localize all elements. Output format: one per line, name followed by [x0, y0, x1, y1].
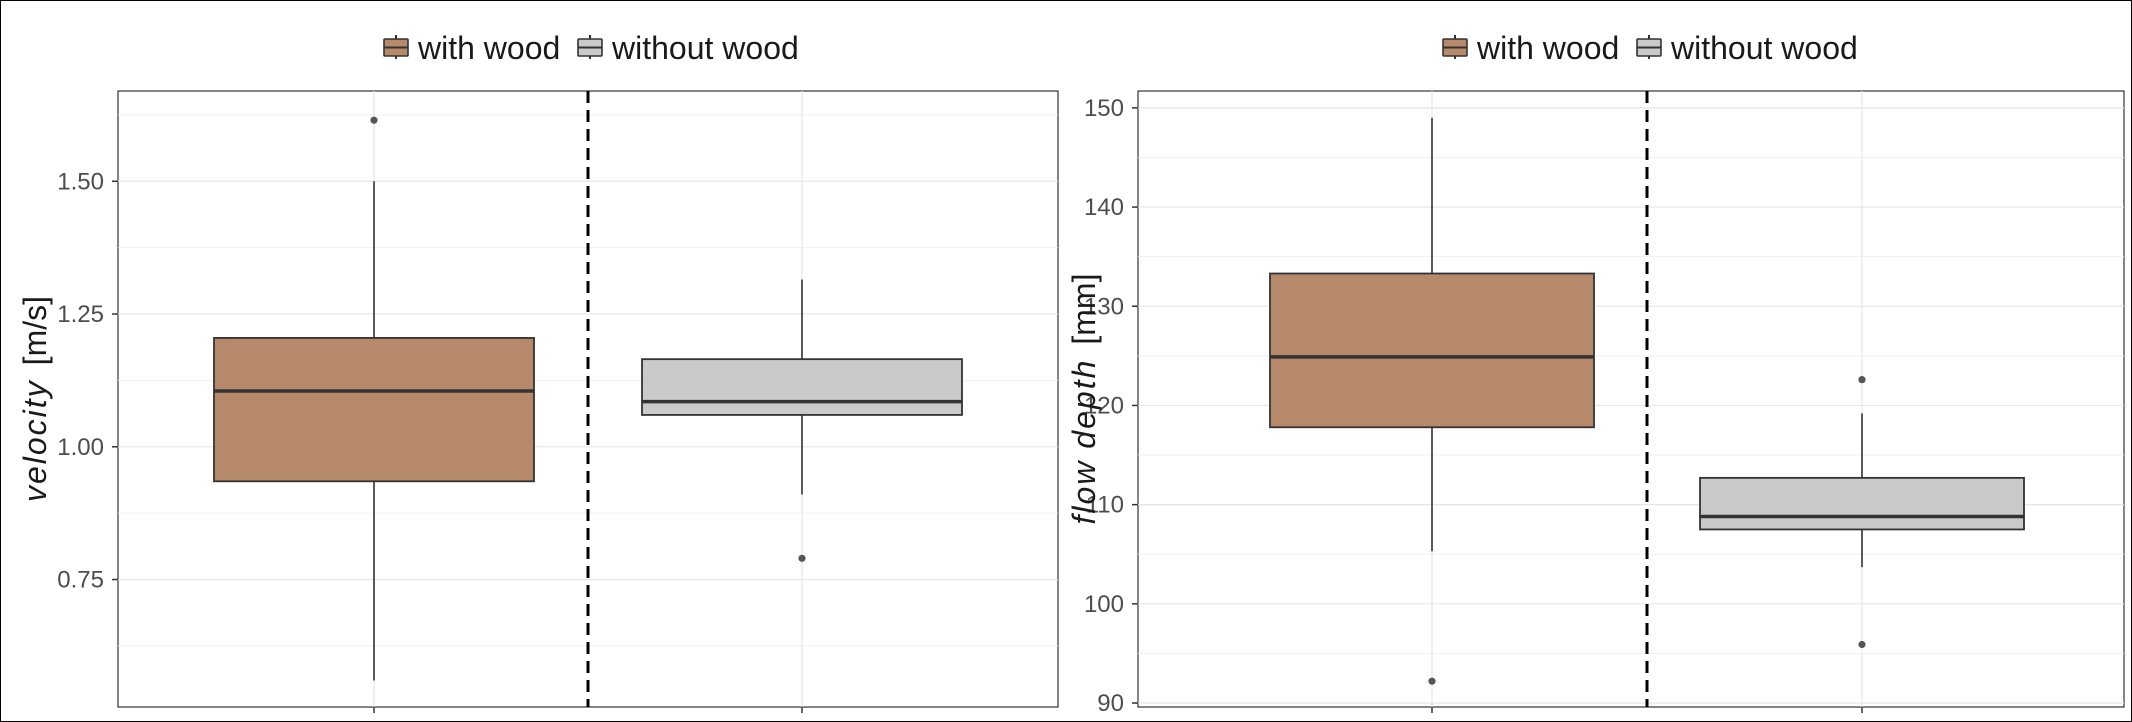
y-tick-label: 110: [1086, 492, 1124, 519]
flow-depth-panel: 90 100 110 120 130 140 150 flow depth [mm]: [1066, 90, 2125, 717]
y-axis-label-quantity: velocity: [17, 379, 53, 502]
legend-right: with wood without wood: [1442, 30, 1858, 66]
y-tick-label: 90: [1097, 690, 1124, 717]
y-tick-label: 130: [1084, 293, 1124, 320]
y-axis-label: flow depth [mm]: [1066, 274, 1102, 525]
outlier-point: [1858, 376, 1866, 384]
y-tick-label: 140: [1084, 194, 1124, 221]
legend-label-with-wood: with wood: [1476, 30, 1619, 66]
y-tick-label: 120: [1084, 392, 1124, 419]
x-axis-ticks: [1431, 707, 1863, 713]
y-tick-label: 150: [1084, 95, 1124, 122]
velocity-panel: 0.75 1.00 1.25 1.50 velocity [m/s]: [17, 90, 1059, 713]
y-axis-ticks: 90 100 110 120 130 140 150: [1084, 95, 1138, 717]
y-tick-label: 1.00: [57, 434, 104, 461]
y-axis-label: velocity [m/s]: [17, 296, 53, 502]
outlier-point: [798, 554, 806, 562]
box-iqr: [1699, 476, 2025, 531]
legend-label-with-wood: with wood: [417, 30, 560, 66]
y-tick-label: 1.25: [57, 301, 104, 328]
y-tick-label: 1.50: [57, 168, 104, 195]
box-with-wood: [213, 116, 535, 681]
legend-label-without-wood: without wood: [1670, 30, 1858, 66]
x-axis-ticks: [373, 707, 803, 713]
grid: [1138, 91, 2124, 707]
box-with-wood: [1269, 117, 1595, 685]
outlier-point: [370, 116, 378, 124]
y-tick-label: 100: [1084, 591, 1124, 618]
legend-key-without-wood: [577, 35, 603, 59]
y-axis-label-quantity: flow depth: [1066, 359, 1102, 525]
legend-key-with-wood: [1442, 35, 1468, 59]
boxes: [213, 116, 963, 681]
legend-label-without-wood: without wood: [611, 30, 799, 66]
y-axis-label-unit: [mm]: [1066, 274, 1102, 345]
boxes: [1269, 117, 2025, 685]
legend-key-with-wood: [383, 35, 409, 59]
y-axis-ticks: 0.75 1.00 1.25 1.50: [57, 168, 118, 594]
y-axis-label-unit: [m/s]: [17, 296, 53, 365]
legend-left: with wood without wood: [383, 30, 799, 66]
outlier-point: [1858, 640, 1866, 649]
box-iqr: [641, 358, 963, 416]
y-tick-label: 0.75: [57, 567, 104, 594]
box-iqr: [213, 337, 535, 483]
box-without-wood: [641, 279, 963, 562]
outlier-point: [1428, 677, 1436, 685]
legend-key-without-wood: [1636, 35, 1662, 59]
box-without-wood: [1699, 376, 2025, 649]
box-iqr: [1269, 272, 1595, 429]
